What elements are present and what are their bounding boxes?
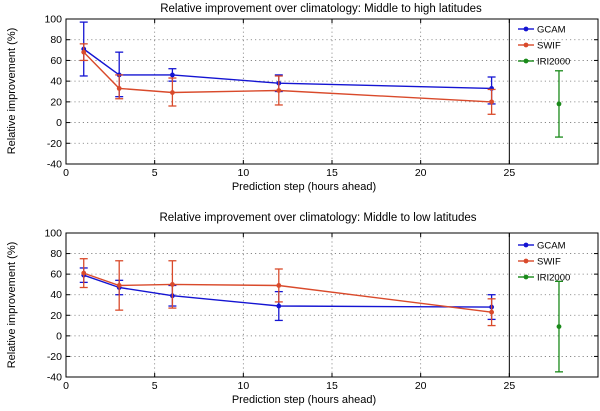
grid — [66, 19, 598, 164]
axis-ticks: -40 -20 0 20 40 60 80 100 0 5 10 15 20 25 — [44, 228, 598, 392]
x-axis-label: Prediction step (hours ahead) — [232, 181, 376, 193]
data-point-swif — [81, 270, 87, 276]
data-marks — [79, 21, 563, 138]
y-tick-label: 0 — [56, 117, 62, 129]
y-tick-label: -40 — [47, 159, 62, 171]
legend-label-iri2000: IRI2000 — [537, 57, 570, 68]
y-tick-label: 40 — [50, 76, 62, 88]
x-tick-label: 25 — [503, 167, 515, 179]
series-line-swif — [83, 51, 492, 103]
x-tick-label: 20 — [415, 380, 427, 392]
y-tick-label: 60 — [50, 55, 62, 67]
data-point-swif — [116, 85, 122, 91]
legend-marker-swif — [523, 42, 529, 48]
y-tick-label: 80 — [50, 34, 62, 46]
data-point-swif — [276, 283, 282, 288]
x-tick-label: 5 — [152, 167, 158, 179]
legend-marker-gcam — [523, 26, 529, 32]
chart-title: Relative improvement over climatology: M… — [160, 3, 482, 15]
data-point-gcam — [170, 72, 175, 78]
x-tick-label: 0 — [63, 167, 69, 179]
x-tick-label: 10 — [237, 380, 249, 392]
legend-label-iri2000: IRI2000 — [537, 273, 570, 284]
legend: GCAM SWIF IRI2000 — [518, 241, 570, 284]
y-tick-label: 40 — [50, 289, 62, 301]
y-tick-label: 80 — [50, 248, 62, 260]
data-point-swif — [489, 99, 494, 105]
chart-middle-high-latitudes: Relative improvement over climatology: M… — [6, 3, 599, 193]
y-tick-label: -20 — [47, 351, 62, 363]
x-tick-label: 15 — [326, 380, 338, 392]
chart-title: Relative improvement over climatology: M… — [159, 212, 476, 224]
legend-label-gcam: GCAM — [537, 25, 566, 36]
data-point-swif — [276, 88, 282, 93]
series-line-gcam — [83, 48, 492, 90]
x-tick-label: 25 — [503, 380, 515, 392]
data-point-gcam — [276, 303, 282, 309]
y-axis-label: Relative improvement (%) — [6, 242, 18, 369]
series-line-gcam — [83, 274, 492, 308]
legend-label-swif: SWIF — [537, 41, 561, 52]
x-tick-label: 5 — [152, 380, 158, 392]
y-tick-label: 20 — [50, 310, 62, 322]
legend-marker-iri2000 — [523, 274, 529, 280]
x-tick-label: 20 — [415, 167, 427, 179]
legend-marker-swif — [523, 258, 529, 264]
data-point-swif — [116, 283, 122, 288]
chart-middle-low-latitudes: Relative improvement over climatology: M… — [6, 212, 599, 406]
data-marks — [79, 258, 563, 373]
axis-ticks: -40 -20 0 20 40 60 80 100 0 5 10 15 20 25 — [44, 14, 598, 179]
legend: GCAM SWIF IRI2000 — [518, 25, 570, 68]
y-tick-label: 100 — [44, 228, 62, 240]
data-point-iri2000 — [556, 324, 562, 329]
data-point-swif — [170, 90, 175, 95]
y-tick-label: -40 — [47, 372, 62, 384]
y-tick-label: 100 — [44, 14, 62, 26]
data-point-swif — [81, 49, 87, 55]
y-tick-label: -20 — [47, 138, 62, 150]
legend-label-gcam: GCAM — [537, 241, 566, 252]
data-point-swif — [170, 282, 175, 287]
grid — [66, 233, 598, 377]
x-axis-label: Prediction step (hours ahead) — [232, 394, 376, 406]
x-tick-label: 15 — [326, 167, 338, 179]
legend-marker-iri2000 — [523, 58, 529, 64]
y-tick-label: 60 — [50, 269, 62, 281]
legend-marker-gcam — [523, 242, 529, 248]
y-tick-label: 0 — [56, 330, 62, 342]
y-axis-label: Relative improvement (%) — [6, 28, 18, 155]
x-tick-label: 0 — [63, 380, 69, 392]
x-tick-label: 10 — [237, 167, 249, 179]
data-point-iri2000 — [556, 101, 562, 107]
legend-label-swif: SWIF — [537, 257, 561, 268]
data-point-swif — [489, 309, 494, 315]
y-tick-label: 20 — [50, 96, 62, 108]
